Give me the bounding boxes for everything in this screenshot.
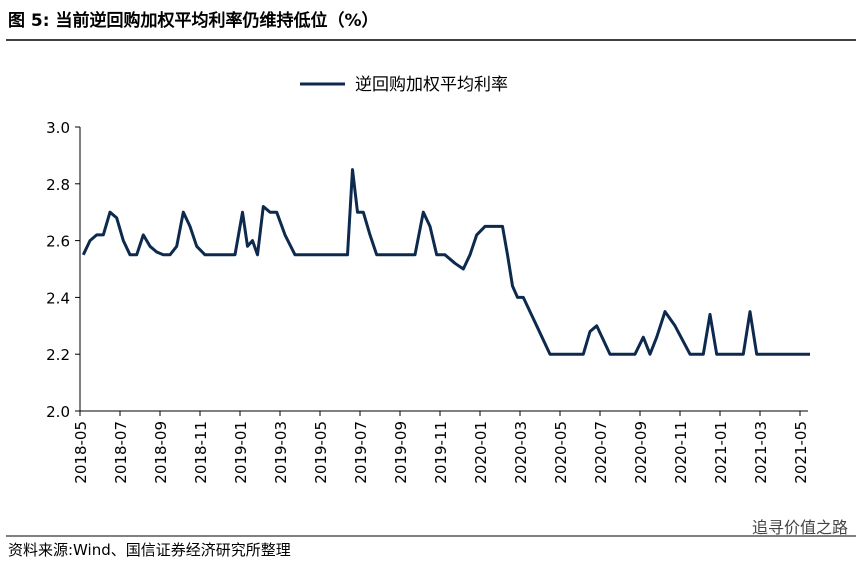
y-tick-label: 3.0 bbox=[46, 119, 70, 137]
x-tick-label: 2021-03 bbox=[752, 421, 770, 484]
y-tick-label: 2.2 bbox=[46, 346, 70, 364]
y-tick-label: 2.4 bbox=[46, 289, 70, 307]
x-tick-label: 2018-11 bbox=[192, 421, 210, 484]
x-tick-label: 2020-11 bbox=[672, 421, 690, 484]
x-tick-label: 2018-07 bbox=[112, 421, 130, 484]
x-tick-label: 2021-05 bbox=[792, 421, 810, 484]
y-tick-label: 2.6 bbox=[46, 233, 70, 251]
header: 图 5: 当前逆回购加权平均利率仍维持低位（%） bbox=[8, 10, 379, 31]
series-line bbox=[81, 168, 810, 356]
x-tick-label: 2018-09 bbox=[152, 421, 170, 484]
x-tick-label: 2019-09 bbox=[392, 421, 410, 484]
legend-label: 逆回购加权平均利率 bbox=[355, 75, 508, 95]
x-tick-label: 2021-01 bbox=[712, 421, 730, 484]
y-tick-label: 2.8 bbox=[46, 176, 70, 194]
x-tick-label: 2019-05 bbox=[312, 421, 330, 484]
x-tick-label: 2020-01 bbox=[472, 421, 490, 484]
x-tick-label: 2019-01 bbox=[232, 421, 250, 484]
y-tick-label: 2.0 bbox=[46, 403, 70, 421]
x-tick-label: 2019-03 bbox=[272, 421, 290, 484]
x-tick-label: 2019-07 bbox=[352, 421, 370, 484]
x-tick-label: 2019-11 bbox=[432, 421, 450, 484]
x-tick-label: 2020-07 bbox=[592, 421, 610, 484]
source: 资料来源:Wind、国信证券经济研究所整理 bbox=[8, 541, 291, 559]
watermark: 追寻价值之路 bbox=[752, 518, 848, 537]
x-tick-label: 2018-05 bbox=[72, 421, 90, 484]
x-tick-label: 2020-05 bbox=[552, 421, 570, 484]
x-tick-label: 2020-03 bbox=[512, 421, 530, 484]
x-tick-label: 2020-09 bbox=[632, 421, 650, 484]
